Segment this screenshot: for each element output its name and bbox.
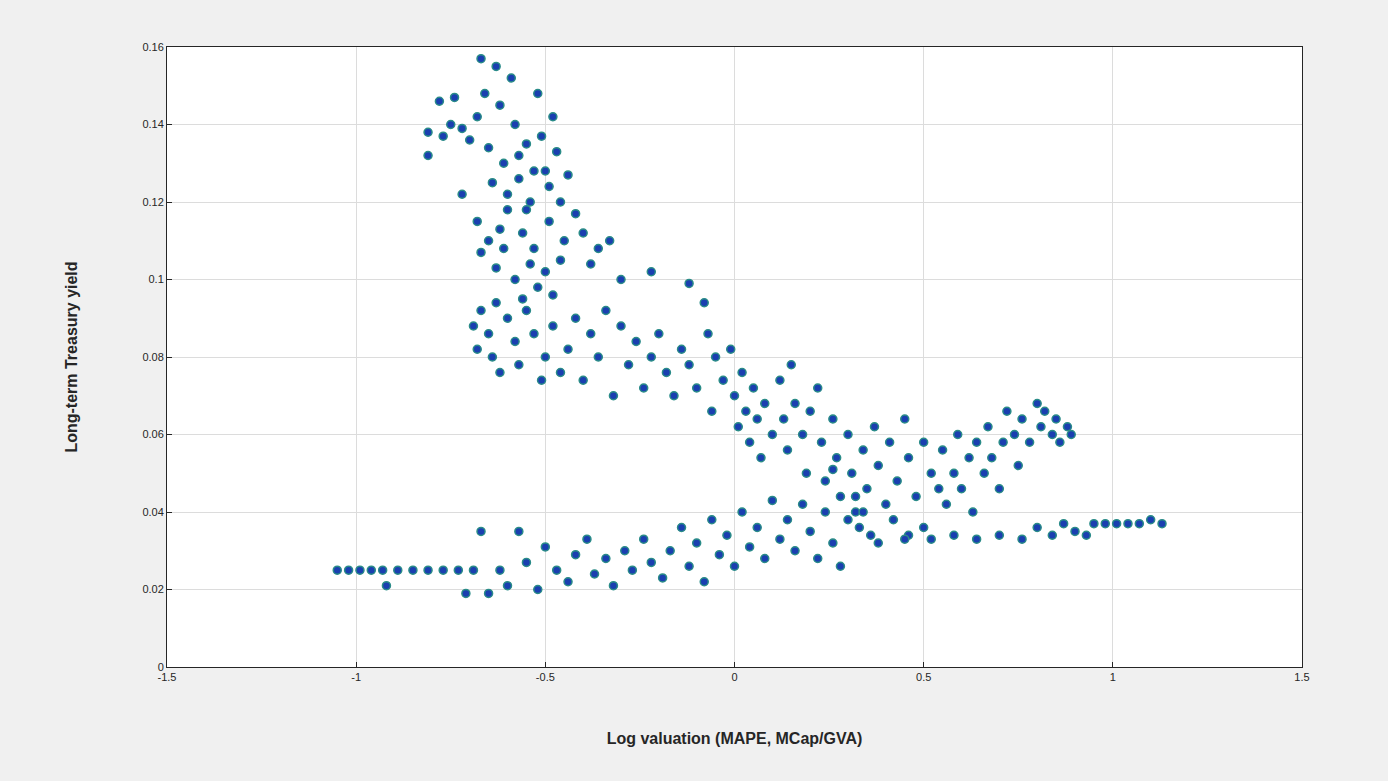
svg-text:1.5: 1.5: [1294, 671, 1309, 683]
svg-text:Log valuation (MAPE, MCap/GVA): Log valuation (MAPE, MCap/GVA): [607, 730, 863, 747]
svg-text:0.12: 0.12: [142, 196, 163, 208]
svg-text:-1: -1: [351, 671, 361, 683]
svg-text:0.08: 0.08: [142, 351, 163, 363]
svg-text:0.02: 0.02: [142, 583, 163, 595]
svg-text:0.04: 0.04: [142, 506, 163, 518]
svg-text:1: 1: [1110, 671, 1116, 683]
svg-text:Long-term Treasury yield: Long-term Treasury yield: [63, 261, 80, 452]
svg-text:-0.5: -0.5: [536, 671, 555, 683]
svg-text:0: 0: [731, 671, 737, 683]
svg-text:0.14: 0.14: [142, 118, 163, 130]
svg-text:0.16: 0.16: [142, 41, 163, 53]
svg-text:0.1: 0.1: [149, 273, 164, 285]
svg-text:0.5: 0.5: [916, 671, 931, 683]
svg-text:0.06: 0.06: [142, 428, 163, 440]
svg-text:-1.5: -1.5: [158, 671, 177, 683]
svg-text:0: 0: [158, 661, 164, 673]
